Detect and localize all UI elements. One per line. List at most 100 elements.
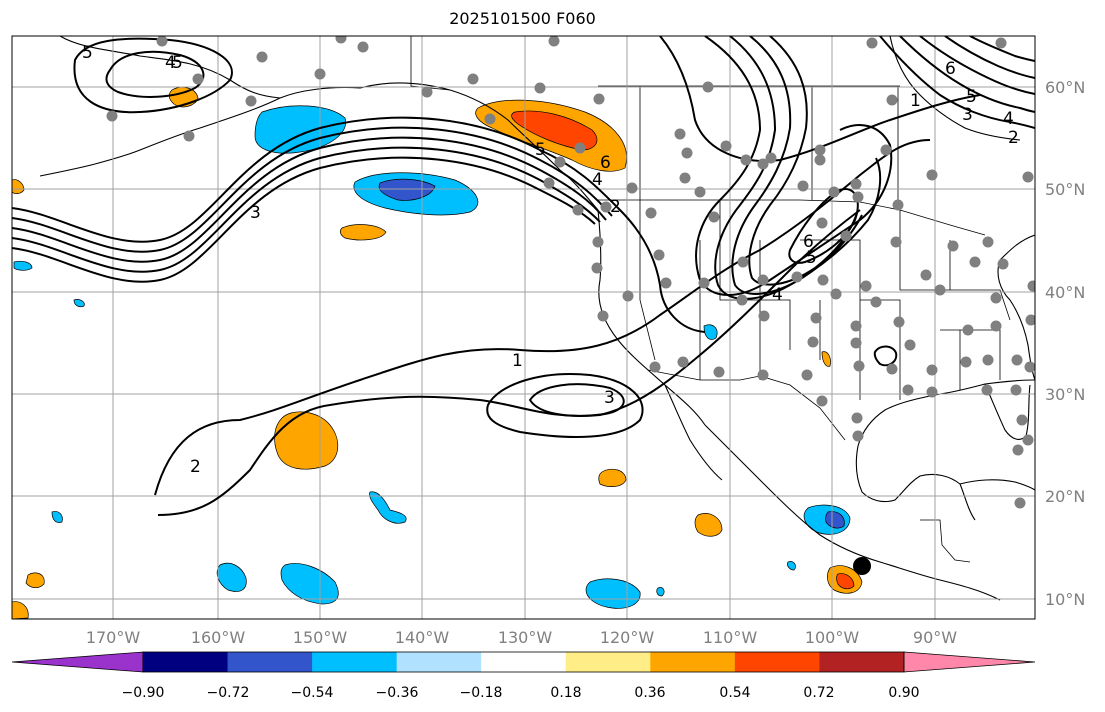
station-dot — [1024, 361, 1035, 373]
station-dot — [1010, 384, 1022, 396]
contour-label: 1 — [910, 91, 921, 111]
station-dot — [816, 395, 828, 407]
contour-label: 6 — [945, 59, 956, 79]
station-dot — [816, 217, 828, 229]
station-dot — [192, 73, 204, 85]
station-dot — [904, 339, 916, 351]
coast-mexico-pacific — [704, 424, 1001, 601]
lat-label-40n: 40°N — [1045, 283, 1085, 302]
coast-hudson — [889, 36, 1021, 141]
station-dot — [720, 140, 732, 152]
colorbar-extend-min — [11, 651, 144, 673]
station-dot — [830, 288, 842, 300]
lon-label-140w: 140°W — [395, 628, 450, 647]
station-dot — [1014, 497, 1026, 509]
station-dot — [765, 152, 777, 164]
shade-orange-texas — [821, 351, 831, 367]
station-dot — [600, 201, 612, 213]
contour-label: 5 — [82, 43, 93, 63]
station-dot — [757, 158, 769, 170]
lon-label-120w: 120°W — [600, 628, 655, 647]
contour-northeast-5 — [969, 36, 1035, 62]
contour-jet-4 — [12, 146, 601, 273]
station-dot — [256, 51, 268, 63]
station-dot — [960, 356, 972, 368]
shade-red-central-america — [836, 573, 855, 590]
border-alaska-canada — [410, 36, 451, 91]
station-dot — [997, 258, 1009, 270]
colorbar-tick-label: 0.72 — [803, 685, 834, 701]
station-dot — [840, 230, 852, 242]
station-dot — [679, 172, 691, 184]
station-dot — [421, 86, 433, 98]
coast-baja — [664, 384, 723, 481]
station-dot — [926, 364, 938, 376]
station-dot — [817, 274, 829, 286]
lon-label-110w: 110°W — [703, 628, 758, 647]
lat-label-20n: 20°N — [1045, 487, 1085, 506]
station-dot — [982, 236, 994, 248]
station-dot — [1022, 171, 1034, 183]
shade-blue-small-2 — [73, 299, 85, 308]
coast-florida — [984, 383, 1031, 440]
station-dot — [484, 113, 496, 125]
station-dot — [1022, 434, 1034, 446]
station-dot — [736, 294, 748, 306]
shade-blue-small-3 — [51, 511, 63, 523]
contour-trough-3 — [731, 36, 863, 295]
contour-label: 5 — [172, 53, 183, 73]
station-dot — [593, 93, 605, 105]
colorbar-tick-label: −0.72 — [207, 685, 250, 701]
colorbar-tick-label: 0.18 — [550, 685, 581, 701]
station-dots — [106, 36, 1035, 509]
station-dot — [850, 320, 862, 332]
contour-subtropical-2 — [157, 209, 861, 516]
contour-label: 3 — [962, 105, 973, 125]
map-title: 2025101500 F060 — [449, 9, 596, 28]
station-dot — [591, 262, 603, 274]
colorbar-box — [143, 652, 229, 672]
station-dot — [1027, 280, 1035, 292]
contour-northeast-2 — [899, 36, 1035, 113]
contour-label: 5 — [535, 140, 546, 160]
station-dot — [870, 296, 882, 308]
gridlines — [12, 36, 1035, 619]
station-dot — [554, 156, 566, 168]
lon-label-160w: 160°W — [191, 628, 246, 647]
station-dot — [572, 204, 584, 216]
station-dot — [990, 292, 1002, 304]
station-dot — [926, 169, 938, 181]
shade-orange-west-south — [25, 572, 45, 588]
contour-label: 5 — [806, 248, 817, 268]
contour-label: 6 — [600, 153, 611, 173]
station-dot — [851, 412, 863, 424]
contour-trough-2 — [714, 36, 882, 300]
station-dot — [1025, 314, 1035, 326]
station-dot — [850, 337, 862, 349]
station-dot — [1011, 354, 1023, 366]
station-dot — [314, 68, 326, 80]
coast-aleutians — [39, 163, 96, 177]
contour-jet-5 — [12, 156, 596, 283]
colorbar-box — [312, 652, 398, 672]
colorbar-box — [227, 652, 313, 672]
lon-label-150w: 150°W — [293, 628, 348, 647]
contour-label: 2 — [190, 457, 201, 477]
station-dot — [810, 312, 822, 324]
station-dot — [791, 271, 803, 283]
lat-label-50n: 50°N — [1045, 180, 1085, 199]
colorbar-boxes — [11, 651, 1036, 673]
station-dot — [694, 186, 706, 198]
station-dot — [548, 36, 560, 47]
contour-label: 3 — [604, 388, 615, 408]
station-dot — [880, 144, 892, 156]
station-dot — [926, 386, 938, 398]
station-dot — [757, 369, 769, 381]
lat-label-30n: 30°N — [1045, 385, 1085, 404]
station-dot — [962, 324, 974, 336]
shade-orange-small-1 — [339, 224, 387, 241]
station-dot — [713, 366, 725, 378]
lat-label-10n: 10°N — [1045, 590, 1085, 609]
station-dot — [801, 369, 813, 381]
